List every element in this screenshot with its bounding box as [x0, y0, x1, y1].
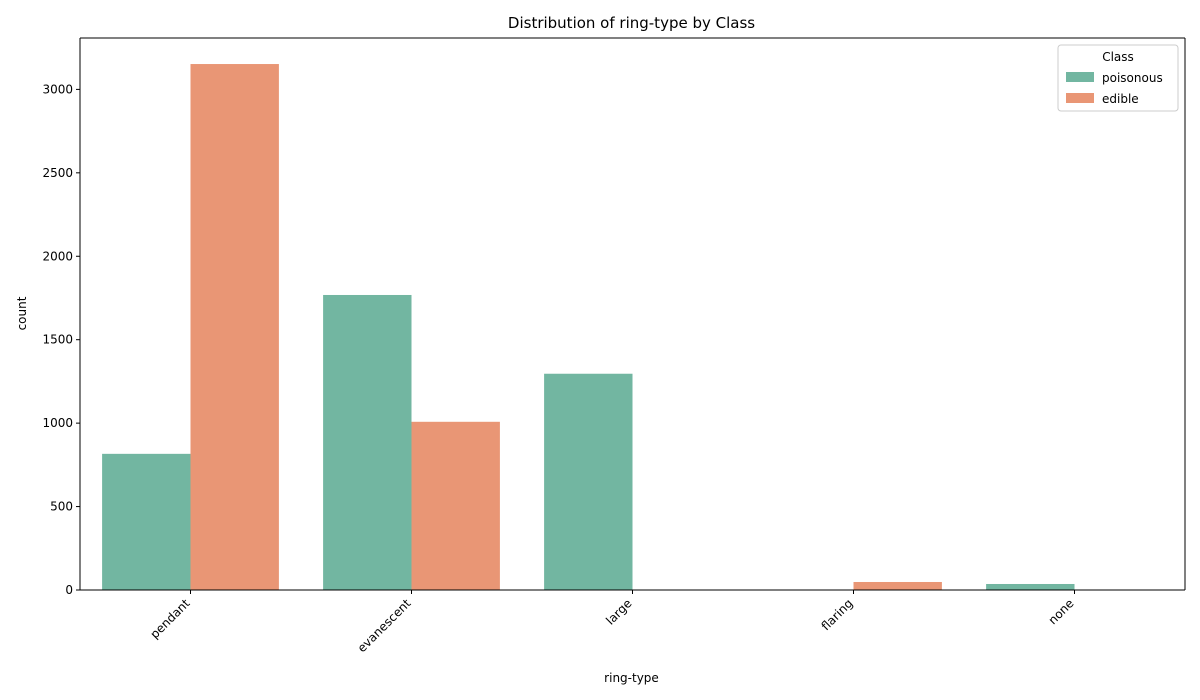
y-tick-label: 1500 — [42, 333, 73, 347]
legend-label-poisonous: poisonous — [1102, 71, 1163, 85]
legend-label-edible: edible — [1102, 92, 1139, 106]
bar-edible-pendant — [190, 64, 279, 591]
x-axis-title: ring-type — [604, 671, 659, 685]
y-tick-label: 2000 — [42, 249, 73, 263]
bar-poisonous-pendant — [102, 453, 191, 590]
y-tick-label: 1000 — [42, 416, 73, 430]
y-axis-title: count — [15, 296, 29, 330]
bar-poisonous-large — [544, 373, 633, 590]
x-tick-label-none: none — [1046, 596, 1077, 627]
bar-poisonous-none — [986, 583, 1075, 590]
bar-edible-flaring — [853, 581, 942, 590]
legend-swatch-poisonous — [1066, 72, 1094, 82]
x-tick-label-flaring: flaring — [819, 596, 856, 633]
legend: Class poisonous edible — [1057, 44, 1179, 112]
bar-poisonous-evanescent — [323, 294, 412, 590]
legend-title: Class — [1102, 50, 1134, 64]
bar-edible-evanescent — [411, 421, 500, 590]
y-tick-label: 3000 — [42, 82, 73, 96]
y-tick-label: 500 — [50, 500, 73, 514]
x-tick-label-evanescent: evanescent — [355, 596, 414, 655]
y-tick-label: 0 — [65, 583, 73, 597]
x-tick-label-pendant: pendant — [147, 596, 192, 641]
legend-swatch-edible — [1066, 93, 1094, 103]
chart-title: Distribution of ring-type by Class — [508, 14, 755, 32]
y-tick-label: 2500 — [42, 166, 73, 180]
x-tick-label-large: large — [603, 596, 634, 627]
